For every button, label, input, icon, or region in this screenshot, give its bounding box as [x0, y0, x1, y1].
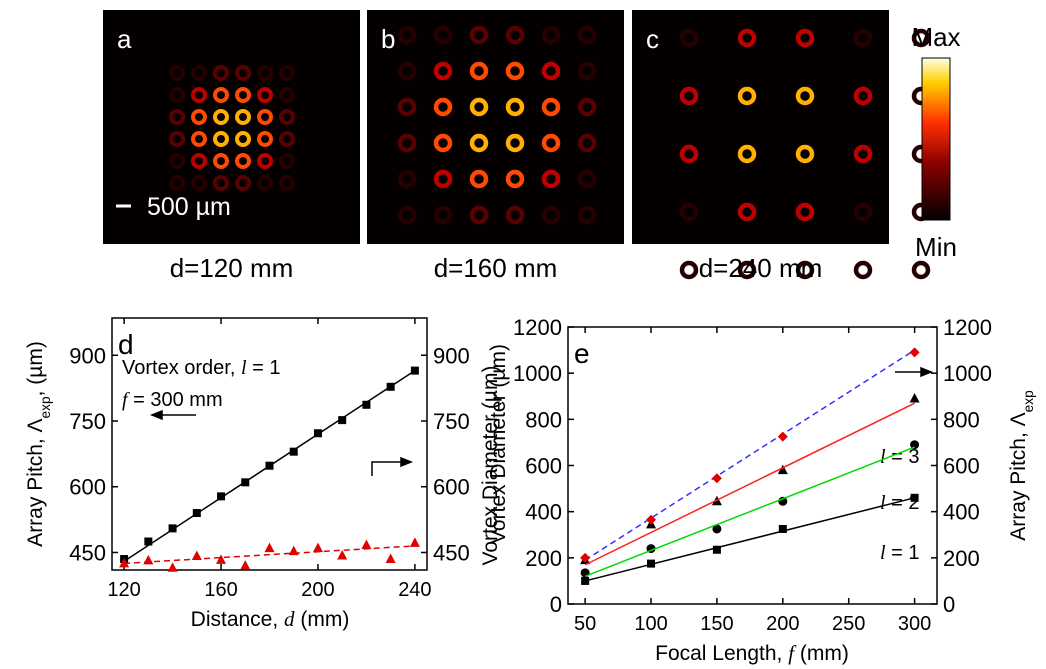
image-panel — [632, 10, 889, 244]
y2-axis-label: Array Pitch, Λexp — [1007, 390, 1036, 541]
x-axis-label-part: Focal Length, — [655, 642, 788, 665]
y-axis-label: Vortex Diameter (µm) — [479, 366, 502, 566]
x-tick-label: 120 — [107, 579, 140, 601]
x-axis-label-part: (mm) — [794, 642, 849, 665]
diamond-marker — [778, 432, 788, 442]
y2-tick-label: 900 — [433, 343, 470, 368]
triangle-marker — [410, 537, 420, 547]
x-tick-label: 50 — [574, 613, 596, 635]
y-axis-label-part: Array Pitch, Λ — [24, 418, 47, 546]
y-tick-label: 400 — [525, 500, 562, 525]
x-tick-label: 240 — [398, 579, 431, 601]
annotation: Vortex order, l = 1 — [122, 357, 280, 379]
x-axis-label-part: d — [284, 607, 295, 631]
y2-tick-label: 400 — [943, 500, 980, 525]
vortex-spot — [914, 263, 928, 277]
panel-label: d — [118, 329, 134, 360]
panel-label: c — [646, 24, 659, 54]
y-tick-label: 200 — [525, 546, 562, 571]
triangle-marker — [361, 540, 371, 550]
annotation-part: = 1 — [247, 357, 281, 379]
y2-tick-label: 0 — [943, 592, 955, 617]
x-tick-label: 100 — [634, 613, 667, 635]
x-tick-label: 250 — [832, 613, 865, 635]
panel-caption: d=240 mm — [699, 253, 823, 283]
panel-label: b — [381, 24, 395, 54]
triangle-marker — [216, 554, 226, 564]
x-tick-label: 200 — [766, 613, 799, 635]
colorbar-max: Max — [911, 22, 960, 52]
y-axis-label-part: exp — [38, 396, 53, 418]
y-tick-label: 900 — [69, 343, 106, 368]
y-tick-label: 750 — [69, 409, 106, 434]
y2-tick-label: 450 — [433, 540, 470, 565]
x-tick-label: 300 — [898, 613, 931, 635]
x-tick-label: 150 — [700, 613, 733, 635]
y-tick-label: 450 — [69, 540, 106, 565]
y-tick-label: 800 — [525, 407, 562, 432]
colorbar-min: Min — [915, 232, 957, 262]
triangle-marker — [265, 543, 275, 553]
annotation: f = 300 mm — [122, 389, 223, 411]
panel-caption: d=160 mm — [434, 253, 558, 283]
triangle-marker — [168, 562, 178, 572]
diamond-marker — [910, 347, 920, 357]
triangle-marker — [337, 550, 347, 560]
y-tick-label: 1200 — [513, 315, 562, 340]
colorbar — [922, 58, 950, 220]
y2-tick-label: 1000 — [943, 361, 992, 386]
y2-tick-label: 750 — [433, 409, 470, 434]
vortex-spot — [682, 263, 696, 277]
y2-tick-label: 600 — [943, 454, 980, 479]
y2-axis-label-part: exp — [1021, 390, 1036, 412]
annotation-part: = 1 — [886, 542, 920, 564]
y-axis-label-part: Vortex Diameter (µm) — [479, 366, 502, 566]
triangle-marker — [240, 560, 250, 570]
y-axis-label: Array Pitch, Λexp, (µm) — [24, 341, 53, 547]
annotation: l = 1 — [880, 542, 919, 564]
plot-frame — [112, 318, 427, 570]
y-axis-label-part: , (µm) — [24, 341, 47, 396]
y2-tick-label: 200 — [943, 546, 980, 571]
triangle-marker — [313, 543, 323, 553]
x-axis-label: Focal Length, f (mm) — [655, 641, 849, 665]
x-tick-label: 160 — [204, 579, 237, 601]
x-axis-label: Distance, d (mm) — [191, 607, 350, 631]
annotation-part: Vortex order, — [122, 357, 241, 379]
annotation: l = 3 — [880, 446, 919, 468]
triangle-marker — [386, 554, 396, 564]
fit-line — [585, 403, 914, 565]
figure: a b c Max Min 500 µm d=120 mm d=160 mm d=240… — [0, 0, 1046, 669]
y2-tick-label: 800 — [943, 407, 980, 432]
panel-caption: d=120 mm — [170, 253, 294, 283]
image-panel — [103, 10, 360, 244]
fit-line — [585, 350, 914, 560]
fit-line — [585, 447, 914, 576]
y-tick-label: 600 — [525, 454, 562, 479]
triangle-marker — [910, 393, 920, 403]
panel-label: e — [574, 338, 590, 369]
x-tick-label: 200 — [301, 579, 334, 601]
triangle-marker — [143, 555, 153, 565]
annotation-part: = 300 mm — [128, 389, 223, 411]
panel-label: a — [117, 24, 132, 54]
scale-bar-label: 500 µm — [147, 193, 231, 221]
y2-tick-label: 600 — [433, 475, 470, 500]
vortex-spot — [856, 263, 870, 277]
y-tick-label: 600 — [69, 475, 106, 500]
image-panels: a b c — [103, 10, 928, 277]
y2-axis-label-part: Array Pitch, Λ — [1007, 412, 1030, 540]
y-tick-label: 0 — [550, 592, 562, 617]
y-tick-label: 1000 — [513, 361, 562, 386]
x-axis-label-part: (mm) — [295, 608, 350, 631]
y2-tick-label: 1200 — [943, 315, 992, 340]
x-axis-label-part: Distance, — [191, 608, 284, 631]
fit-line — [585, 498, 914, 581]
